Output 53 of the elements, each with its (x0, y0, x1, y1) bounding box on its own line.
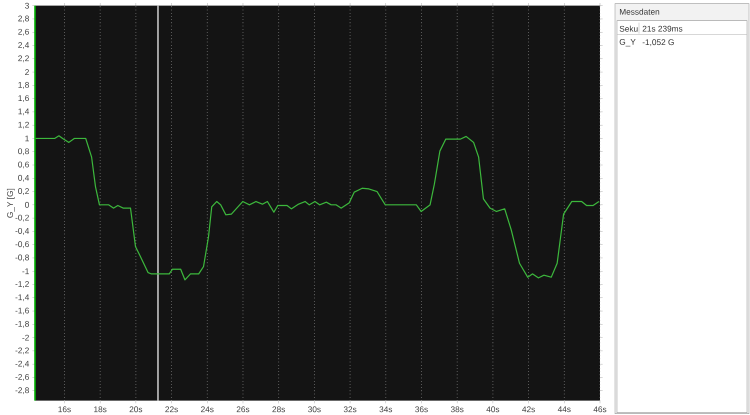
y-tick-label: 0,4 (18, 174, 30, 182)
y-tick-label: 2,6 (18, 28, 29, 36)
y-tick-label: 2,4 (18, 42, 30, 49)
y-tick-label: 1 (25, 136, 29, 142)
y-tick-label: 3 (25, 2, 29, 9)
x-tick-label: 44s (558, 406, 571, 412)
x-tick-label: 22s (165, 406, 178, 412)
x-tick-label: 40s (486, 406, 500, 412)
y-tick-label: 2,2 (18, 55, 29, 62)
x-tick-label: 30s (308, 406, 321, 412)
y-tick-label: -1,6 (15, 308, 29, 314)
x-tick-label: 38s (450, 406, 464, 412)
y-tick-label: -0,2 (15, 214, 29, 222)
y-tick-label: -2,6 (15, 374, 29, 381)
text: -1,052 G (642, 39, 674, 46)
y-tick-label: -0,8 (15, 254, 29, 262)
y-tick-label: 1,6 (18, 95, 29, 102)
text: Seku (620, 26, 638, 32)
y-tick-label: -2,4 (15, 360, 30, 368)
x-tick-label: 42s (522, 406, 535, 412)
y-tick-label: 0 (25, 202, 29, 208)
x-tick-label: 16s (58, 406, 71, 412)
text: G_Y (620, 38, 636, 46)
y-tick-label: -1,4 (15, 294, 30, 302)
x-tick-label: 28s (272, 406, 286, 412)
y-tick-label: 1,2 (18, 122, 29, 129)
y-tick-label: 2 (25, 69, 29, 75)
text: Messdaten (620, 8, 660, 15)
x-tick-label: 26s (236, 406, 250, 412)
y-tick-label: 1,4 (18, 108, 30, 116)
y-tick-label: -2,2 (15, 347, 29, 354)
y-tick-label: 1,8 (18, 82, 29, 89)
x-tick-label: 24s (201, 406, 214, 412)
y-tick-label: 0,2 (18, 188, 29, 195)
line-series (35, 135, 600, 280)
y-tick-label: -1,2 (15, 281, 29, 288)
y-tick-label: 0,8 (18, 148, 29, 156)
x-tick-label: 34s (379, 406, 392, 412)
y-tick-label: 0,6 (18, 162, 29, 168)
y-axis-title: G_Y [G] (6, 188, 15, 218)
x-tick-label: 20s (130, 406, 142, 412)
x-tick-label: 46s (594, 406, 606, 412)
y-tick-label: -2,8 (15, 387, 29, 394)
y-tick-label: -1,8 (15, 320, 29, 328)
x-tick-label: 18s (94, 406, 107, 412)
y-tick-label: -1 (22, 268, 29, 274)
y-tick-label: -2 (22, 334, 29, 341)
y-tick-label: 2,8 (18, 16, 29, 22)
text: 21s 239ms (642, 26, 682, 32)
y-tick-label: -0,6 (15, 241, 29, 248)
y-tick-label: -0,4 (15, 228, 30, 235)
x-tick-label: 36s (415, 406, 428, 412)
x-tick-label: 32s (344, 406, 356, 412)
